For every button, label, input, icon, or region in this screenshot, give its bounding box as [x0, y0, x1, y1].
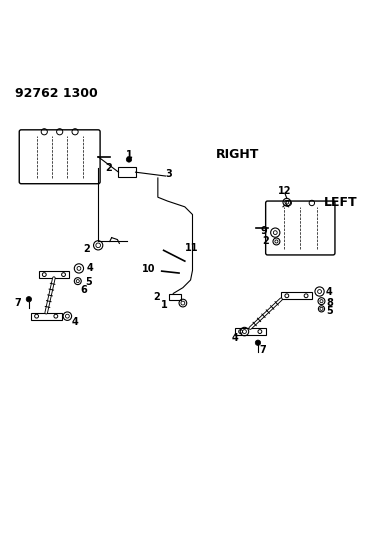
Text: 2: 2: [105, 163, 112, 173]
Text: 10: 10: [142, 264, 156, 274]
Text: 1: 1: [126, 150, 132, 160]
Bar: [169, 294, 181, 300]
Text: 11: 11: [185, 244, 198, 253]
FancyBboxPatch shape: [266, 201, 335, 255]
Text: 12: 12: [278, 187, 292, 197]
Text: LEFT: LEFT: [323, 197, 357, 209]
Bar: [38, 271, 69, 278]
Bar: [119, 167, 136, 177]
Text: 92762 1300: 92762 1300: [15, 87, 98, 101]
Text: 6: 6: [81, 285, 88, 295]
Text: 4: 4: [232, 333, 239, 343]
Text: RIGHT: RIGHT: [216, 148, 259, 161]
Circle shape: [126, 157, 132, 162]
Text: 1: 1: [161, 300, 167, 310]
Circle shape: [26, 296, 32, 302]
Text: 4: 4: [87, 263, 94, 273]
Text: 2: 2: [153, 292, 160, 302]
Text: 7: 7: [260, 345, 267, 354]
Text: 3: 3: [166, 169, 172, 179]
Bar: [281, 292, 312, 299]
Text: 7: 7: [14, 298, 21, 308]
Bar: [235, 328, 266, 335]
Text: 8: 8: [326, 298, 333, 308]
Circle shape: [255, 340, 261, 345]
Text: 4: 4: [325, 287, 332, 296]
Text: 2: 2: [84, 244, 90, 254]
Bar: [31, 313, 62, 320]
FancyBboxPatch shape: [19, 130, 100, 184]
Text: 9: 9: [261, 226, 268, 236]
Text: 2: 2: [262, 237, 269, 246]
Text: 5: 5: [326, 306, 333, 316]
Text: 4: 4: [71, 317, 78, 327]
Text: 5: 5: [85, 277, 92, 287]
